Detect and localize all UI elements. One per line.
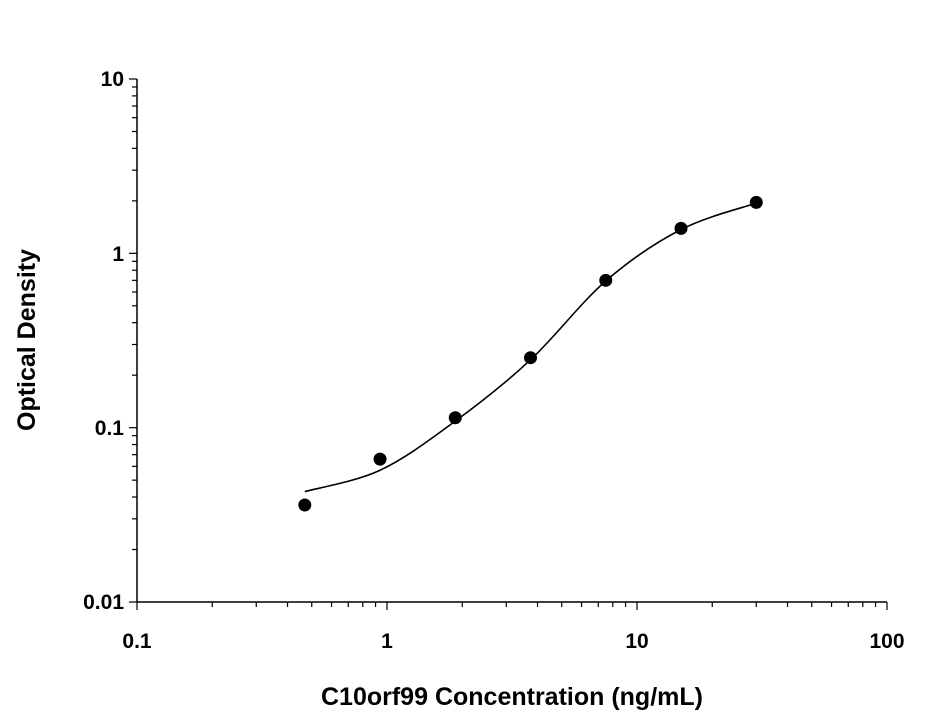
y-tick-label: 1 (112, 243, 124, 266)
data-points (298, 195, 763, 512)
data-point (524, 351, 538, 365)
data-point (448, 411, 462, 425)
x-tick-label: 1 (381, 630, 393, 653)
data-point (749, 195, 763, 209)
data-point (298, 498, 312, 512)
y-axis-label: Optical Density (13, 249, 41, 431)
data-point (373, 452, 387, 466)
data-point (599, 273, 613, 287)
x-tick-labels: 0.1 1 10 100 (122, 630, 904, 653)
x-tick-label: 100 (869, 630, 904, 653)
y-tick-label: 10 (101, 68, 124, 91)
data-point (674, 221, 688, 235)
x-tick-label: 0.1 (122, 630, 152, 653)
fit-curve (304, 202, 757, 493)
y-tick-label: 0.1 (95, 417, 125, 440)
y-tick-label: 0.01 (83, 591, 124, 614)
x-axis-label: C10orf99 Concentration (ng/mL) (321, 683, 703, 711)
y-tick-labels: 0.01 0.1 1 10 (83, 68, 124, 614)
axes (129, 78, 888, 610)
x-tick-label: 10 (625, 630, 648, 653)
